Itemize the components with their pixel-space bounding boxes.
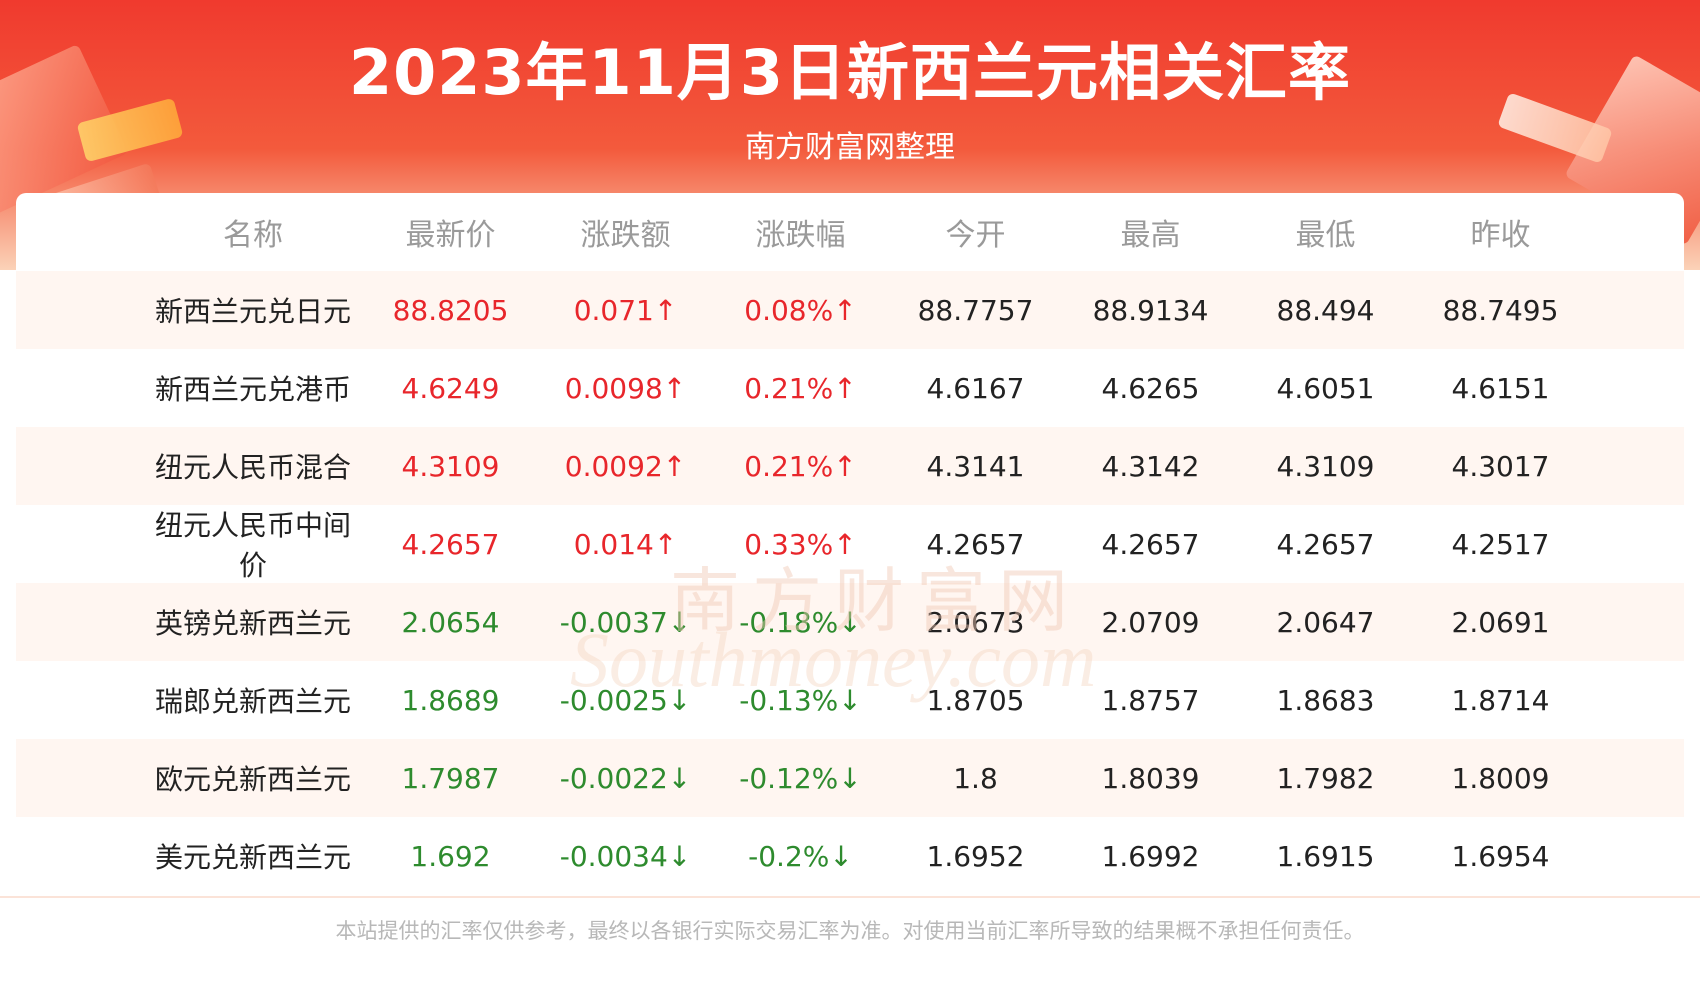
table-row: 瑞郎兑新西兰元 1.8689 -0.0025↓ -0.13%↓ 1.8705 1.8757… bbox=[16, 661, 1684, 739]
cell-pct: -0.12%↓ bbox=[739, 761, 862, 795]
table-row: 新西兰元兑港币 4.6249 0.0098↑ 0.21%↑ 4.6167 4.6265 4.… bbox=[16, 349, 1684, 427]
cell-prev: 88.7495 bbox=[1442, 293, 1559, 327]
cell-high: 88.9134 bbox=[1092, 293, 1209, 327]
column-header-high: 最高 bbox=[1120, 218, 1181, 253]
cell-high: 1.8039 bbox=[1101, 761, 1200, 795]
cell-name: 欧元兑新西兰元 bbox=[154, 763, 351, 796]
cell-open: 1.6952 bbox=[926, 839, 1025, 873]
cell-change: -0.0034↓ bbox=[559, 839, 692, 873]
cell-open: 1.8 bbox=[953, 761, 998, 795]
cell-latest: 1.692 bbox=[410, 839, 491, 873]
column-header-latest: 最新价 bbox=[405, 218, 496, 253]
table-row: 新西兰元兑日元 88.8205 0.071↑ 0.08%↑ 88.7757 88.9134… bbox=[16, 271, 1684, 349]
table-row: 英镑兑新西兰元 2.0654 -0.0037↓ -0.18%↓ 2.0673 2.0709… bbox=[16, 583, 1684, 661]
cell-open: 4.2657 bbox=[926, 527, 1025, 561]
cell-change: 0.071↑ bbox=[573, 293, 678, 327]
cell-name: 新西兰元兑港币 bbox=[154, 373, 351, 406]
column-header-open: 今开 bbox=[945, 218, 1006, 253]
cell-change: 0.0092↑ bbox=[564, 449, 687, 483]
cell-latest: 4.2657 bbox=[401, 527, 500, 561]
column-header-pct: 涨跌幅 bbox=[755, 218, 846, 253]
disclaimer: 本站提供的汇率仅供参考，最终以各银行实际交易汇率为准。对使用当前汇率所导致的结果… bbox=[335, 919, 1365, 943]
column-header-low: 最低 bbox=[1295, 218, 1356, 253]
cell-prev: 1.8009 bbox=[1451, 761, 1550, 795]
cell-open: 1.8705 bbox=[926, 683, 1025, 717]
page-title: 2023年11月3日新西兰元相关汇率 bbox=[349, 36, 1351, 109]
cell-open: 2.0673 bbox=[926, 605, 1025, 639]
rates-table: 名称 最新价 涨跌额 涨跌幅 今开 最高 最低 昨收 新西兰元兑日元 88.8205 0.071↑… bbox=[16, 193, 1684, 893]
cell-high: 4.3142 bbox=[1101, 449, 1200, 483]
cell-change: -0.0022↓ bbox=[559, 761, 692, 795]
cell-low: 4.3109 bbox=[1276, 449, 1375, 483]
cell-latest: 4.6249 bbox=[401, 371, 500, 405]
table-row: 纽元人民币中间价 4.2657 0.014↑ 0.33%↑ 4.2657 4.2657 4.… bbox=[16, 505, 1684, 583]
cell-high: 4.2657 bbox=[1101, 527, 1200, 561]
cell-latest: 4.3109 bbox=[401, 449, 500, 483]
page-subtitle: 南方财富网整理 bbox=[745, 130, 955, 165]
cell-prev: 1.8714 bbox=[1451, 683, 1550, 717]
column-header-name: 名称 bbox=[223, 218, 283, 253]
cell-name: 纽元人民币中间价 bbox=[154, 509, 351, 582]
table-body: 新西兰元兑日元 88.8205 0.071↑ 0.08%↑ 88.7757 88.9134… bbox=[16, 271, 1684, 895]
cell-latest: 1.8689 bbox=[401, 683, 500, 717]
cell-pct: 0.21%↑ bbox=[744, 371, 857, 405]
cell-change: -0.0037↓ bbox=[559, 605, 692, 639]
column-header-prev: 昨收 bbox=[1470, 218, 1531, 253]
cell-change: -0.0025↓ bbox=[559, 683, 692, 717]
cell-latest: 1.7987 bbox=[401, 761, 500, 795]
cell-pct: -0.18%↓ bbox=[739, 605, 862, 639]
cell-high: 1.6992 bbox=[1101, 839, 1200, 873]
column-header-change: 涨跌额 bbox=[580, 218, 671, 253]
cell-name: 纽元人民币混合 bbox=[154, 451, 351, 484]
table-row: 欧元兑新西兰元 1.7987 -0.0022↓ -0.12%↓ 1.8 1.8039 1.7… bbox=[16, 739, 1684, 817]
cell-name: 新西兰元兑日元 bbox=[154, 295, 351, 328]
divider bbox=[0, 896, 1700, 898]
cell-name: 瑞郎兑新西兰元 bbox=[154, 685, 351, 718]
cell-prev: 1.6954 bbox=[1451, 839, 1550, 873]
cell-low: 4.6051 bbox=[1276, 371, 1375, 405]
cell-open: 88.7757 bbox=[917, 293, 1034, 327]
cell-pct: 0.08%↑ bbox=[744, 293, 857, 327]
table-row: 美元兑新西兰元 1.692 -0.0034↓ -0.2%↓ 1.6952 1.6992 1.… bbox=[16, 817, 1684, 895]
cell-latest: 88.8205 bbox=[392, 293, 509, 327]
cell-high: 4.6265 bbox=[1101, 371, 1200, 405]
table-row: 纽元人民币混合 4.3109 0.0092↑ 0.21%↑ 4.3141 4.3142 4.… bbox=[16, 427, 1684, 505]
table-header: 名称 最新价 涨跌额 涨跌幅 今开 最高 最低 昨收 bbox=[16, 193, 1700, 271]
cell-prev: 2.0691 bbox=[1451, 605, 1550, 639]
cell-prev: 4.3017 bbox=[1451, 449, 1550, 483]
cell-pct: -0.2%↓ bbox=[748, 839, 853, 873]
cell-change: 0.0098↑ bbox=[564, 371, 687, 405]
cell-high: 1.8757 bbox=[1101, 683, 1200, 717]
cell-high: 2.0709 bbox=[1101, 605, 1200, 639]
cell-pct: 0.21%↑ bbox=[744, 449, 857, 483]
cell-name: 英镑兑新西兰元 bbox=[154, 607, 351, 640]
cell-name: 美元兑新西兰元 bbox=[154, 841, 351, 874]
cell-low: 1.7982 bbox=[1276, 761, 1375, 795]
cell-change: 0.014↑ bbox=[573, 527, 678, 561]
cell-low: 4.2657 bbox=[1276, 527, 1375, 561]
cell-prev: 4.2517 bbox=[1451, 527, 1550, 561]
cell-low: 1.6915 bbox=[1276, 839, 1375, 873]
cell-pct: 0.33%↑ bbox=[744, 527, 857, 561]
cell-latest: 2.0654 bbox=[401, 605, 500, 639]
cell-low: 1.8683 bbox=[1276, 683, 1375, 717]
cell-pct: -0.13%↓ bbox=[739, 683, 862, 717]
cell-low: 88.494 bbox=[1276, 293, 1375, 327]
cell-open: 4.3141 bbox=[926, 449, 1025, 483]
cell-low: 2.0647 bbox=[1276, 605, 1375, 639]
cell-prev: 4.6151 bbox=[1451, 371, 1550, 405]
cell-open: 4.6167 bbox=[926, 371, 1025, 405]
